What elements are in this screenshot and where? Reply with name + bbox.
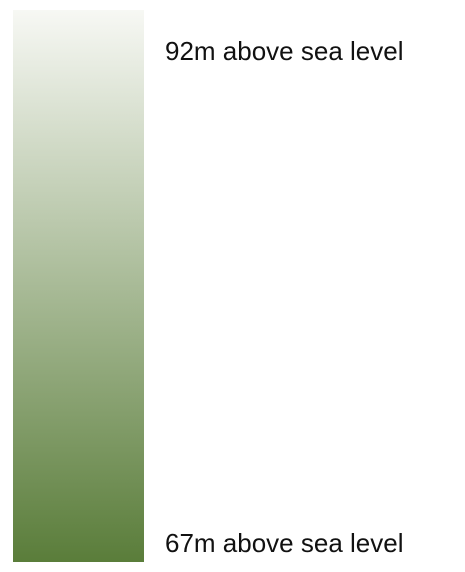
elevation-min-label: 67m above sea level bbox=[165, 528, 404, 558]
elevation-color-ramp bbox=[13, 10, 144, 562]
elevation-max-label: 92m above sea level bbox=[165, 36, 404, 66]
